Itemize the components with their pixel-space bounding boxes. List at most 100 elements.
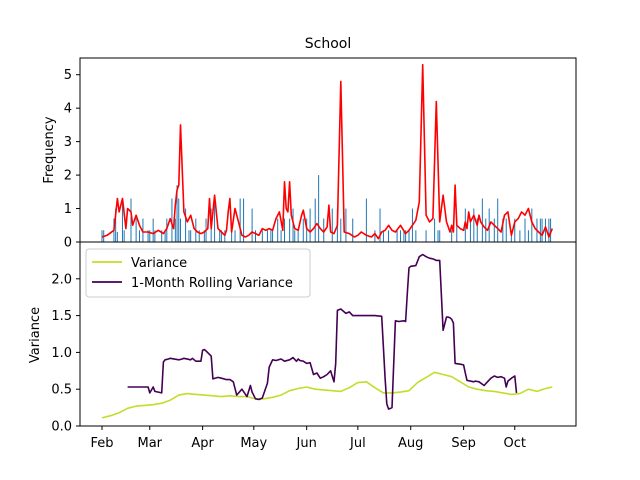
frequency-bar xyxy=(388,230,390,242)
frequency-bar xyxy=(544,218,546,242)
ytick-label: 0 xyxy=(64,236,72,251)
bottom-xticks: Feb Mar Apr May Jun Jul Aug Sep Oct xyxy=(90,426,526,451)
frequency-bar xyxy=(302,218,304,242)
frequency-bar xyxy=(270,230,272,242)
frequency-bar xyxy=(379,208,381,242)
frequency-bar xyxy=(437,230,439,242)
frequency-bar xyxy=(123,230,125,242)
frequency-bar xyxy=(142,218,144,242)
frequency-bar xyxy=(374,230,376,242)
frequency-bar xyxy=(135,218,137,242)
frequency-bar xyxy=(171,198,173,242)
frequency-bar xyxy=(219,230,221,242)
top-bars xyxy=(101,175,552,242)
xtick-label: Mar xyxy=(137,436,162,451)
bottom-ylabel: Variance xyxy=(28,307,43,363)
frequency-bar xyxy=(161,230,163,242)
frequency-bar xyxy=(510,230,512,242)
frequency-bar xyxy=(405,230,407,242)
bottom-panel: 0.0 0.5 1.0 1.5 2.0 Feb Mar Apr May Jun Jul Aug Sep… xyxy=(51,241,577,451)
top-yticks: 0 1 2 3 4 5 xyxy=(64,68,80,251)
frequency-bar xyxy=(476,218,478,242)
legend-label-variance: Variance xyxy=(131,256,187,271)
ytick-label: 0.5 xyxy=(51,383,72,398)
frequency-bar xyxy=(323,218,325,242)
frequency-bar xyxy=(469,218,471,242)
frequency-bar xyxy=(280,230,282,242)
frequency-bar xyxy=(481,198,483,242)
frequency-bar xyxy=(188,230,190,242)
frequency-bar xyxy=(340,218,342,242)
frequency-bar xyxy=(306,218,308,242)
frequency-bar xyxy=(505,218,507,242)
frequency-bar xyxy=(164,230,166,242)
frequency-bar xyxy=(548,218,550,242)
frequency-bar xyxy=(174,218,176,242)
frequency-bar xyxy=(115,208,117,242)
frequency-bar xyxy=(396,230,398,242)
frequency-bar xyxy=(434,218,436,242)
top-ylabel: Frequency xyxy=(42,116,57,183)
frequency-bar xyxy=(116,231,118,242)
frequency-bar xyxy=(550,218,552,242)
ytick-label: 2 xyxy=(64,169,72,184)
frequency-bar xyxy=(519,230,521,242)
bottom-axes-frame xyxy=(79,241,577,427)
ytick-label: 5 xyxy=(64,68,72,83)
frequency-bar xyxy=(284,218,286,242)
frequency-bar xyxy=(318,175,320,242)
frequency-bar xyxy=(179,218,181,242)
xtick-label: Feb xyxy=(90,436,113,451)
frequency-bar xyxy=(243,198,245,242)
frequency-bar xyxy=(539,218,541,242)
frequency-bar xyxy=(101,230,103,242)
frequency-bar xyxy=(234,230,236,242)
frequency-bar xyxy=(121,198,123,242)
frequency-bar xyxy=(147,230,149,242)
frequency-bar xyxy=(314,198,316,242)
frequency-bar xyxy=(403,230,405,242)
legend-label-rolling: 1-Month Rolling Variance xyxy=(131,276,293,291)
ytick-label: 4 xyxy=(64,102,72,117)
frequency-bar xyxy=(294,230,296,242)
frequency-bar xyxy=(277,218,279,242)
top-panel: 0 1 2 3 4 5 xyxy=(64,57,577,251)
bottom-lines xyxy=(101,253,553,419)
frequency-bar xyxy=(408,230,410,242)
frequency-bar xyxy=(297,230,299,242)
frequency-bar xyxy=(485,218,487,242)
frequency-bar xyxy=(239,198,241,242)
frequency-bar xyxy=(224,230,226,242)
frequency-bar xyxy=(541,218,543,242)
frequency-bar xyxy=(497,198,499,242)
frequency-bar xyxy=(255,230,257,242)
ytick-label: 0.0 xyxy=(51,420,72,435)
frequency-bar xyxy=(425,230,427,242)
variance-line xyxy=(101,371,553,419)
frequency-smoothed-line xyxy=(101,63,554,240)
frequency-bar xyxy=(261,230,263,242)
frequency-bar xyxy=(451,230,453,242)
frequency-bar xyxy=(178,198,180,242)
frequency-bar xyxy=(502,218,504,242)
frequency-bar xyxy=(190,230,192,242)
frequency-bar xyxy=(214,198,216,242)
ytick-label: 1.0 xyxy=(51,346,72,361)
frequency-bar xyxy=(149,230,151,242)
frequency-bar xyxy=(309,208,311,242)
frequency-bar xyxy=(203,230,205,242)
xtick-label: Jun xyxy=(296,436,317,451)
frequency-bar xyxy=(198,230,200,242)
frequency-bar xyxy=(166,218,168,242)
frequency-bar xyxy=(154,230,156,242)
frequency-bar xyxy=(439,230,441,242)
ytick-label: 3 xyxy=(64,135,72,150)
frequency-bar xyxy=(176,185,178,242)
frequency-bar xyxy=(514,218,516,242)
ytick-label: 2.0 xyxy=(51,272,72,287)
frequency-bar xyxy=(456,218,458,242)
frequency-bar xyxy=(473,208,475,242)
frequency-bar xyxy=(251,208,253,242)
top-line xyxy=(101,63,554,240)
